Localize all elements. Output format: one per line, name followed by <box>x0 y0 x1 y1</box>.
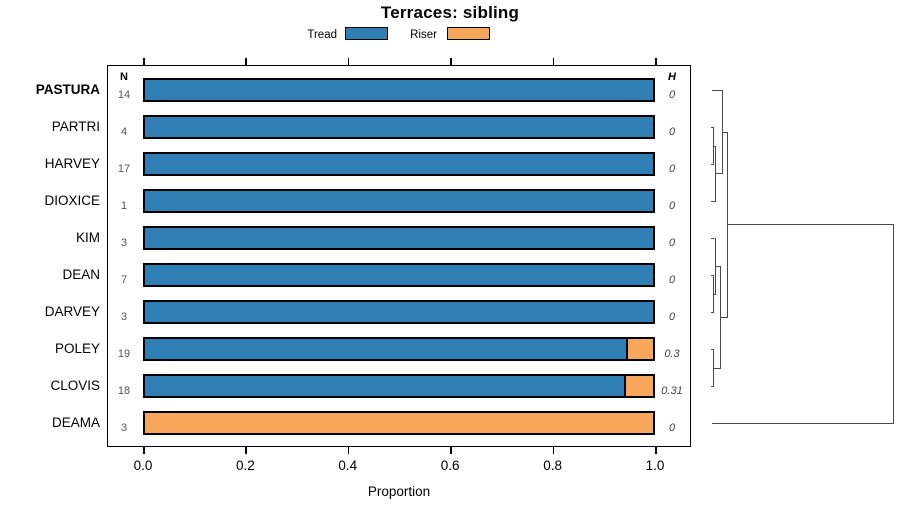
dendrogram-segment-7 <box>715 173 723 175</box>
bar-tread-dean <box>143 263 655 287</box>
x-tick-label-5: 1.0 <box>645 458 665 473</box>
x-tick-top-4 <box>552 58 555 65</box>
bar-riser-clovis <box>624 374 655 398</box>
dendrogram-segment-9 <box>721 131 729 133</box>
x-tick-top-3 <box>450 58 452 65</box>
n-value-deama: 3 <box>120 422 128 434</box>
x-tick-top-2 <box>347 58 350 65</box>
dendrogram-segment-26 <box>893 224 895 425</box>
row-label-pastura: PASTURA <box>35 82 100 97</box>
x-tick-bottom-5 <box>655 447 657 454</box>
row-label-partri: PARTRI <box>51 119 100 134</box>
x-tick-top-0 <box>143 58 145 65</box>
bar-riser-poley <box>625 337 655 361</box>
dendrogram-segment-14 <box>713 293 717 295</box>
n-value-clovis: 18 <box>117 385 131 397</box>
bar-tread-darvey <box>143 300 655 324</box>
dendrogram-segment-12 <box>711 312 715 314</box>
x-axis-title: Proportion <box>367 484 431 499</box>
n-value-partri: 4 <box>120 126 128 138</box>
bar-tread-dioxice <box>143 189 655 213</box>
legend-label-tread: Tread <box>307 29 337 41</box>
dendrogram-segment-22 <box>720 317 729 319</box>
h-value-dioxice: 0 <box>668 200 676 212</box>
dendrogram-segment-0 <box>712 90 723 92</box>
legend-swatch-tread <box>345 27 388 40</box>
dendrogram-segment-10 <box>711 238 715 240</box>
h-value-pastura: 0 <box>668 89 676 101</box>
row-label-poley: POLEY <box>54 341 100 356</box>
x-tick-bottom-4 <box>552 447 555 454</box>
bar-tread-pastura <box>143 78 655 102</box>
plot-area-border <box>107 65 691 447</box>
legend-label-riser: Riser <box>410 29 437 41</box>
bar-tread-harvey <box>143 152 655 176</box>
h-value-poley: 0.3 <box>664 348 680 360</box>
h-value-darvey: 0 <box>668 311 676 323</box>
dendrogram-segment-24 <box>727 224 895 226</box>
dendrogram-segment-11 <box>711 275 715 277</box>
row-label-darvey: DARVEY <box>44 304 100 319</box>
x-tick-label-3: 0.6 <box>440 458 460 473</box>
h-column-header: H <box>668 71 676 83</box>
h-value-kim: 0 <box>668 237 676 249</box>
x-tick-label-1: 0.2 <box>236 458 255 473</box>
h-value-harvey: 0 <box>668 163 676 175</box>
n-value-dioxice: 1 <box>120 200 128 212</box>
x-tick-bottom-0 <box>143 447 145 454</box>
dendrogram-segment-1 <box>711 127 715 129</box>
n-value-pastura: 14 <box>117 89 131 101</box>
row-label-deama: DEAMA <box>51 415 100 430</box>
x-tick-label-4: 0.8 <box>543 458 562 473</box>
dendrogram-segment-16 <box>715 266 722 268</box>
n-value-darvey: 3 <box>120 311 128 323</box>
n-value-kim: 3 <box>120 237 128 249</box>
x-tick-top-5 <box>655 58 657 65</box>
n-value-harvey: 17 <box>117 163 131 175</box>
dendrogram-segment-5 <box>711 201 717 203</box>
x-tick-label-0: 0.0 <box>133 458 153 473</box>
x-tick-label-2: 0.4 <box>338 458 358 473</box>
chart-title: Terraces: sibling <box>380 3 520 22</box>
row-label-kim: KIM <box>75 230 100 245</box>
h-value-deama: 0 <box>668 422 676 434</box>
h-value-clovis: 0.31 <box>661 385 683 397</box>
dendrogram-segment-20 <box>713 367 722 369</box>
dendrogram-segment-18 <box>711 386 715 388</box>
n-value-dean: 7 <box>120 274 128 286</box>
n-value-poley: 19 <box>117 348 131 360</box>
h-value-partri: 0 <box>668 126 676 138</box>
dendrogram-segment-25 <box>712 423 895 425</box>
bar-tread-poley <box>143 337 628 361</box>
x-tick-bottom-3 <box>450 447 452 454</box>
bar-riser-deama <box>143 411 655 435</box>
dendrogram-segment-2 <box>711 164 715 166</box>
x-tick-top-1 <box>245 58 247 65</box>
row-label-clovis: CLOVIS <box>50 378 100 393</box>
row-label-dean: DEAN <box>62 267 100 282</box>
dendrogram-segment-17 <box>711 349 715 351</box>
h-value-dean: 0 <box>668 274 676 286</box>
x-tick-bottom-2 <box>347 447 350 454</box>
legend-swatch-riser <box>447 27 490 40</box>
bar-tread-clovis <box>143 374 627 398</box>
row-label-dioxice: DIOXICE <box>44 193 100 208</box>
n-column-header: N <box>120 71 128 83</box>
bar-tread-partri <box>143 115 655 139</box>
row-label-harvey: HARVEY <box>44 156 100 171</box>
x-tick-bottom-1 <box>245 447 247 454</box>
dendrogram-segment-4 <box>713 145 717 147</box>
bar-tread-kim <box>143 226 655 250</box>
